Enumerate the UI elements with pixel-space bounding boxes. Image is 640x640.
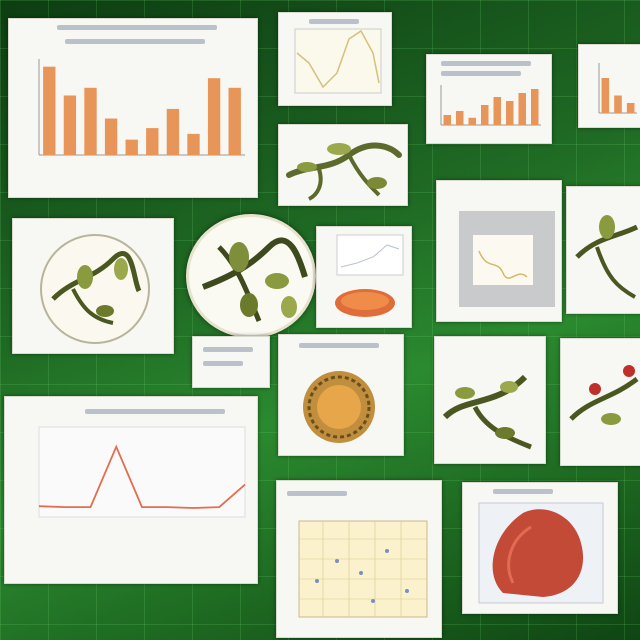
bar — [187, 133, 200, 155]
bar — [601, 78, 610, 113]
main-bar-chart — [38, 59, 245, 156]
grid-scatter — [298, 520, 428, 618]
peak-line-chart-panel — [4, 396, 258, 584]
plant-illustration-icon — [442, 374, 532, 450]
bar — [63, 95, 77, 155]
flowering-plant-panel — [560, 338, 640, 466]
specimen-illustration-icon — [478, 502, 604, 604]
plant-illustration-icon — [569, 365, 639, 425]
mini-bar-chart — [440, 85, 541, 126]
small-line-series — [296, 29, 380, 89]
grid-scatter-panel — [276, 480, 442, 638]
small-line-chart — [294, 28, 382, 94]
small-line-chart-panel — [278, 12, 392, 106]
bar — [531, 89, 539, 125]
bar — [468, 117, 476, 125]
bar — [518, 93, 526, 125]
peak-line-chart — [38, 426, 246, 518]
plot-area — [38, 426, 246, 518]
plant-diagram-panel-1 — [278, 124, 408, 206]
bar — [481, 105, 489, 125]
circular-plant-illustration — [40, 234, 150, 344]
bar — [84, 87, 97, 155]
plant-diagram-panel-3 — [434, 336, 546, 464]
bar — [166, 108, 180, 155]
bar — [125, 139, 138, 155]
fungus-sample-panel — [278, 334, 404, 456]
bar — [146, 128, 159, 155]
plant-illustration-icon — [286, 142, 402, 201]
framed-plot — [459, 211, 555, 307]
legend-card — [192, 336, 270, 388]
circular-plant-card — [12, 218, 174, 354]
mini-bar-chart-panel — [426, 54, 552, 144]
fungus-illustration-icon — [303, 371, 375, 443]
bar — [506, 101, 514, 125]
bar — [626, 103, 635, 113]
main-bar-chart-panel — [8, 18, 258, 198]
bar — [43, 66, 56, 155]
plant-diagram-panel-2 — [566, 186, 640, 314]
bar — [493, 97, 501, 125]
bar — [104, 118, 118, 155]
bar — [614, 95, 622, 113]
bar — [228, 87, 241, 155]
plant-illustration-icon — [575, 215, 639, 299]
edge-bar-chart — [598, 63, 637, 114]
bar — [207, 78, 221, 155]
tumor-sample-panel — [462, 482, 618, 614]
bar — [443, 115, 451, 125]
sample-scatter — [335, 234, 404, 317]
framed-plot-panel — [436, 180, 562, 322]
bar — [456, 111, 464, 125]
sample-scatter-panel — [316, 226, 412, 328]
edge-bar-chart-panel — [578, 44, 640, 128]
circular-specimen — [186, 214, 316, 338]
line-series — [38, 444, 246, 509]
